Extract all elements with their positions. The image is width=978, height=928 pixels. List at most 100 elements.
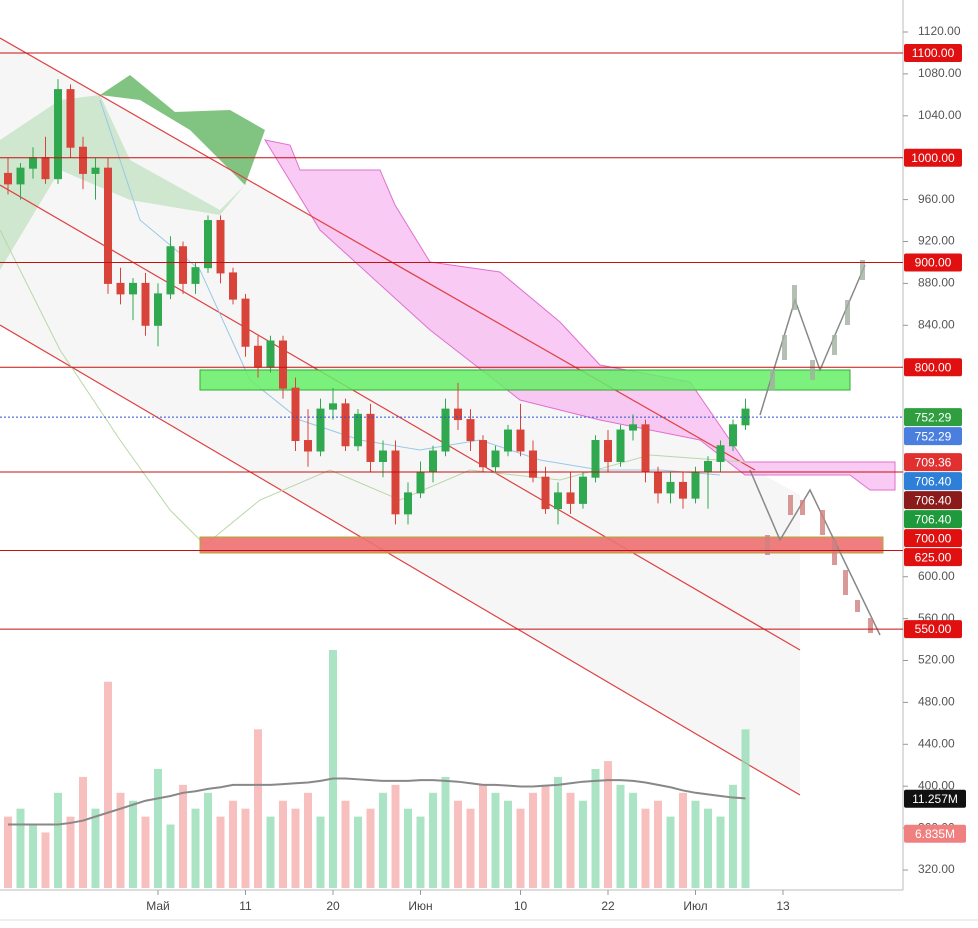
volume-bar [141,816,150,888]
candle-body [441,408,450,452]
volume-bar [416,816,425,888]
candle-body [429,450,437,473]
volume-bar [604,761,612,888]
candle-body [616,429,625,462]
y-tick-label: 880.00 [918,276,955,290]
volume-bar [354,816,362,888]
candle-body [729,424,737,447]
price-tag [904,427,962,446]
price-tag-label: 706.40 [915,493,952,507]
y-tick-label: 440.00 [918,736,955,750]
price-tag [904,148,962,167]
y-tick-label: 400.00 [918,778,955,792]
price-tag-label: 706.40 [915,512,952,526]
channel-top [0,37,756,471]
volume-bar [104,681,112,888]
volume-bar [41,832,50,888]
volume-bar [466,808,475,888]
volume-bar [741,729,750,888]
volume-bar [491,792,500,888]
volume-bar [441,776,450,888]
volume-bar [379,792,387,888]
volume-bar [454,800,462,888]
candle-body [204,220,212,269]
volume-bar [616,784,625,888]
volume-bar [116,792,125,888]
volume-bar [591,769,600,888]
zone-green [199,369,851,391]
volume-bar [404,808,412,888]
volume-bar [216,816,225,888]
price-tag-label: 800.00 [915,360,952,374]
price-tag [904,510,962,529]
x-tick-label: Июн [408,899,432,913]
volume-bar [4,816,12,888]
volume-bar [716,816,725,888]
price-tag-label: 752.29 [915,410,952,424]
projection-candles [770,260,865,390]
price-tag [904,43,962,62]
volume-ma-line [8,777,746,826]
volume-tag-label: 6.835M [915,827,955,841]
candle-body [104,167,112,284]
candle-body [4,172,12,185]
x-tick-label: Май [146,899,170,913]
price-tag [904,358,962,377]
x-tick-label: 20 [326,899,340,913]
candle-body [154,293,162,326]
price-tag [904,491,962,510]
price-tag-label: 625.00 [915,550,952,564]
y-tick-label: 480.00 [918,695,955,709]
volume-bar [529,792,537,888]
candle-body [666,481,675,494]
volume-bar [629,792,637,888]
volume-bar [554,776,562,888]
candle-body [491,450,500,468]
y-tick-label: 1040.00 [918,108,962,122]
candle-body [404,492,412,515]
cloud-pink [263,139,896,491]
candle-body [654,471,662,494]
price-tag-label: 900.00 [915,256,952,270]
volume-bar [691,800,700,888]
volume-bar [66,816,75,888]
candle-body [254,345,262,368]
volume-bar [154,769,162,888]
price-tag-label: 706.40 [915,474,952,488]
candle-body [279,340,287,389]
candle-body [566,492,575,504]
candle-body [629,424,637,431]
volume-bar [304,792,312,888]
price-tag [904,253,962,272]
candle-body [454,408,462,421]
volume-bar [79,776,87,888]
candle-body [329,403,337,410]
candle-body [216,220,225,274]
candle-body [191,267,200,284]
volume-bar [666,816,675,888]
data-layer [4,79,750,888]
candle-body [41,157,50,180]
candle-body [416,471,425,494]
volume-bar [166,824,175,888]
volume-bar [191,808,200,888]
candle-body [366,413,375,462]
candle-body [91,167,100,174]
x-tick-label: 22 [601,899,615,913]
candle-body [391,450,400,515]
y-tick-label: 600.00 [918,569,955,583]
volume-bar [429,792,437,888]
volume-bar [479,784,487,888]
volume-bar [541,784,550,888]
candle-body [591,440,600,478]
channel-bottom [0,324,801,796]
y-tick-label: 320.00 [918,862,955,876]
volume-bar [679,792,687,888]
candle-body [291,387,300,442]
y-tick-label: 1120.00 [918,24,961,38]
volume-bar [566,792,575,888]
volume-bar [579,800,587,888]
candle-body [54,89,62,180]
zone-red [199,536,884,554]
